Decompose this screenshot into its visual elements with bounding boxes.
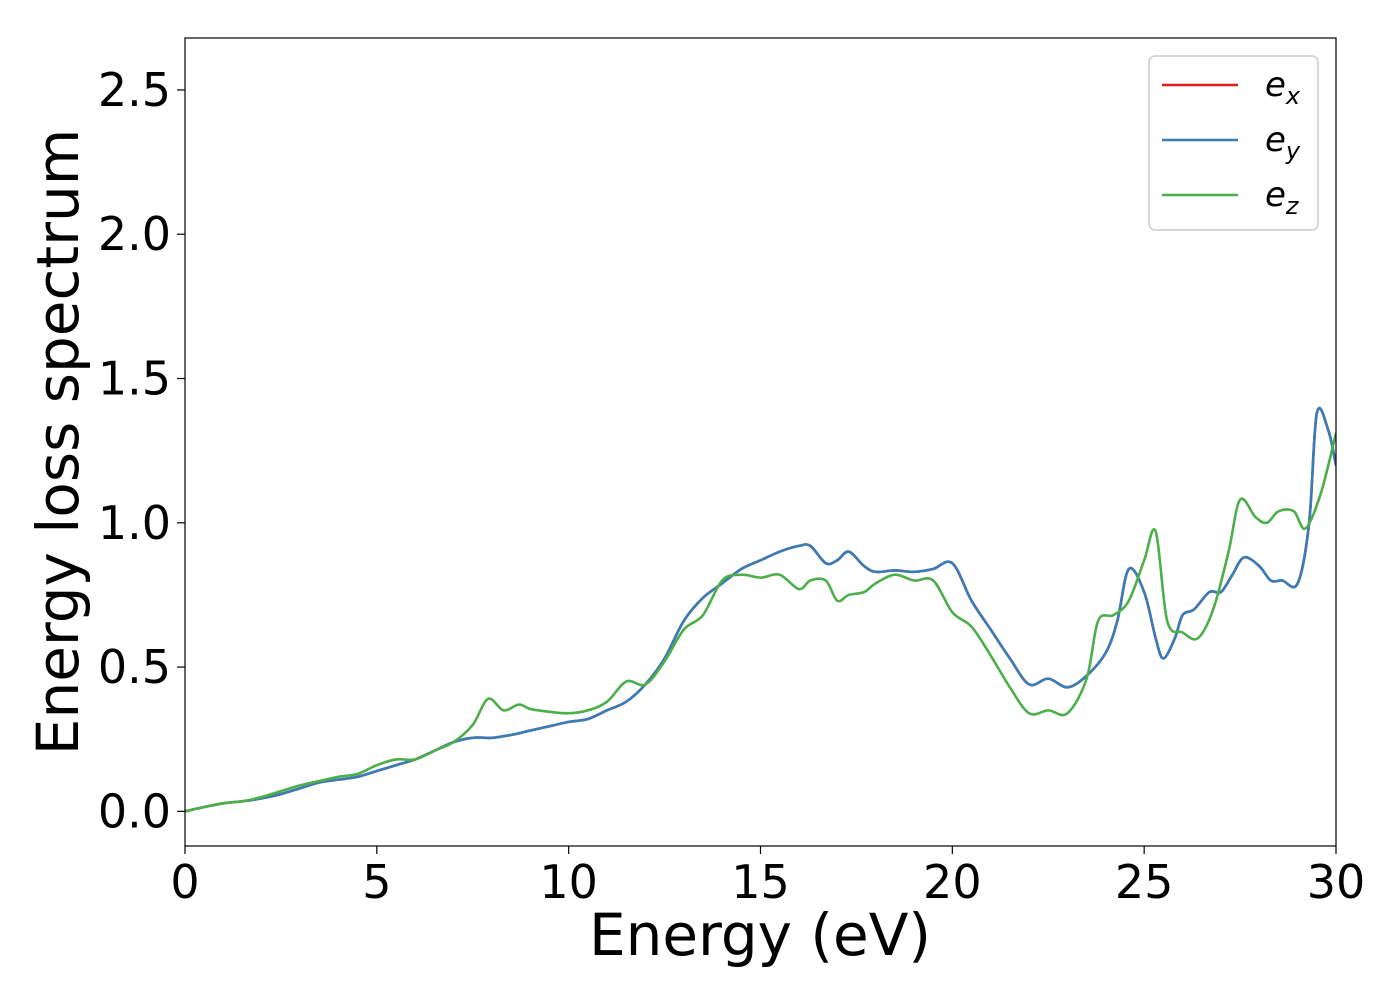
x-tick-label: 25 (1115, 855, 1174, 909)
y-axis: 0.0 0.5 1.0 1.5 2.0 2.5 (98, 63, 185, 838)
series-line-x (185, 406, 1336, 813)
x-tick-label: 30 (1307, 855, 1366, 909)
x-tick-label: 5 (362, 855, 391, 909)
x-tick-label: 10 (539, 855, 598, 909)
y-tick-label: 1.5 (98, 352, 171, 406)
x-axis: 0 5 10 15 20 25 30 (170, 846, 1365, 909)
x-tick-label: 15 (731, 855, 790, 909)
y-tick-label: 0.0 (98, 784, 171, 838)
plot-lines (185, 406, 1336, 813)
series-line-z (185, 432, 1336, 813)
series-line-y (185, 406, 1336, 813)
y-tick-label: 2.5 (98, 63, 171, 117)
y-tick-label: 0.5 (98, 640, 171, 694)
y-tick-label: 1.0 (98, 496, 171, 550)
x-axis-title: Energy (eV) (589, 901, 931, 969)
y-axis-title: Energy loss spectrum (24, 129, 92, 755)
x-tick-label: 0 (170, 855, 199, 909)
y-tick-label: 2.0 (98, 207, 171, 261)
legend-box (1148, 55, 1319, 231)
x-tick-label: 20 (923, 855, 982, 909)
